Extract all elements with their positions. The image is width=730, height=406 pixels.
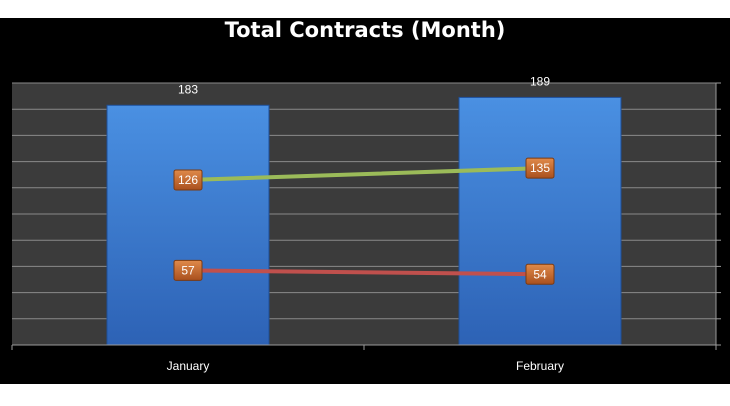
x-tick-label: January	[167, 359, 210, 373]
bar	[106, 104, 270, 346]
point-value-label: 54	[533, 267, 547, 281]
point-value-label: 126	[178, 173, 198, 187]
series-line	[186, 268, 542, 277]
bar	[458, 96, 622, 346]
bar-series	[106, 96, 622, 346]
x-tick-label: February	[516, 359, 564, 373]
point-value-label: 135	[530, 161, 550, 175]
x-axis: January February	[11, 344, 717, 373]
point-label-box	[525, 157, 555, 179]
series-line	[186, 166, 542, 182]
chart-title: Total Contracts (Month)	[224, 18, 506, 42]
data-labels: 183 189 126 135 57 54	[173, 74, 555, 285]
bar-value-label: 189	[530, 74, 550, 88]
bar-value-label: 183	[178, 82, 198, 96]
line-series	[186, 166, 542, 277]
point-value-label: 57	[181, 263, 195, 277]
point-label-box	[173, 169, 203, 191]
point-label-box	[525, 263, 555, 285]
point-label-box	[173, 259, 203, 281]
